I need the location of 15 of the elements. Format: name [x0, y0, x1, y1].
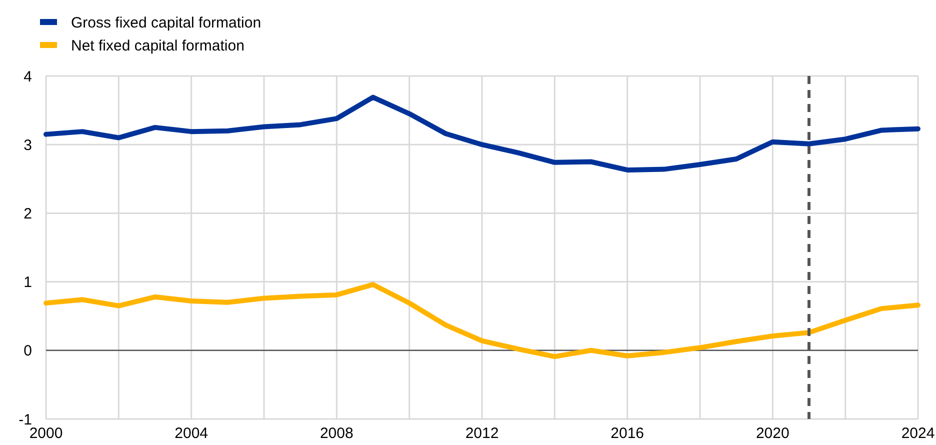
y-tick-label: 2 [24, 205, 32, 222]
legend-label: Net fixed capital formation [71, 37, 244, 54]
legend-label: Gross fixed capital formation [71, 14, 262, 32]
x-tick-label: 2016 [610, 425, 644, 442]
y-tick-label: 3 [24, 136, 32, 154]
x-tick-label: 2004 [174, 425, 208, 442]
x-tick-label: 2000 [29, 425, 63, 442]
x-tick-label: 2012 [465, 425, 499, 442]
y-tick-label: 0 [24, 342, 32, 360]
y-tick-label: 4 [24, 68, 32, 86]
y-tick-label: 1 [24, 274, 32, 292]
y-tick-label: -1 [18, 411, 32, 428]
x-tick-label: 2008 [320, 425, 354, 442]
x-tick-label: 2020 [756, 425, 790, 442]
x-tick-label: 2024 [901, 425, 935, 442]
